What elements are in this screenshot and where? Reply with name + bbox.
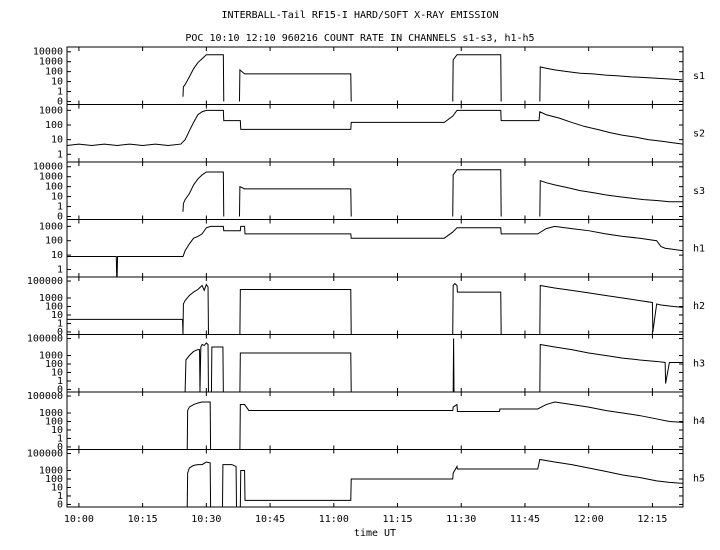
y-tick-label: 100000 (27, 276, 63, 287)
y-tick-label: 10 (51, 135, 63, 146)
y-tick-label: 1 (57, 202, 63, 213)
x-tick-label: 11:30 (446, 514, 476, 525)
y-tick-label: 1000 (39, 105, 63, 116)
panel-label: h5 (693, 473, 705, 484)
y-tick-label: 1000 (39, 466, 63, 477)
y-tick-label: 1000 (39, 57, 63, 68)
y-tick-label: 10 (51, 250, 63, 261)
y-tick-label: 100 (45, 359, 63, 370)
y-tick-label: 0 (57, 327, 63, 338)
trace (67, 225, 684, 278)
y-tick-label: 100 (45, 67, 63, 78)
y-tick-label: 10 (51, 482, 63, 493)
x-tick-label: 12:00 (574, 514, 604, 525)
y-tick-label: 1 (57, 87, 63, 98)
y-tick-label: 10 (51, 192, 63, 203)
panel-label: h3 (693, 358, 705, 369)
y-tick-label: 100000 (27, 334, 63, 345)
y-tick-label: 0 (57, 499, 63, 510)
panel-label: h1 (693, 243, 705, 254)
y-tick-label: 1 (57, 376, 63, 387)
y-tick-label: 10 (51, 425, 63, 436)
y-tick-label: 1000 (39, 408, 63, 419)
trace (186, 401, 684, 450)
trace (182, 54, 683, 102)
y-tick-label: 1 (57, 318, 63, 329)
y-tick-label: 0 (57, 212, 63, 223)
x-tick-label: 11:00 (319, 514, 349, 525)
x-axis-label: time UT (354, 528, 396, 539)
chart-title: INTERBALL-Tail RF15-I HARD/SOFT X-RAY EM… (222, 10, 499, 21)
x-tick-label: 11:15 (382, 514, 412, 525)
y-tick-label: 1000 (39, 293, 63, 304)
y-tick-label: 100 (45, 474, 63, 485)
y-tick-label: 100 (45, 182, 63, 193)
x-tick-label: 10:15 (128, 514, 158, 525)
y-tick-label: 10000 (33, 47, 63, 58)
trace (67, 282, 684, 335)
y-tick-label: 100 (45, 120, 63, 131)
x-tick-label: 11:45 (510, 514, 540, 525)
trace (182, 169, 683, 217)
panel-label: h2 (693, 301, 705, 312)
trace (186, 458, 684, 508)
panel-label: s3 (693, 186, 705, 197)
y-tick-label: 100 (45, 236, 63, 247)
y-tick-label: 10000 (33, 162, 63, 173)
y-tick-label: 1 (57, 433, 63, 444)
y-tick-label: 100000 (27, 391, 63, 402)
y-tick-label: 1000 (39, 221, 63, 232)
panel-frame (66, 449, 684, 508)
x-tick-label: 12:15 (637, 514, 667, 525)
y-tick-label: 10 (51, 310, 63, 321)
y-tick-label: 100 (45, 416, 63, 427)
x-tick-label: 10:45 (255, 514, 285, 525)
panel-label: h4 (693, 416, 705, 427)
y-tick-label: 100 (45, 301, 63, 312)
x-tick-label: 10:30 (191, 514, 221, 525)
y-tick-label: 1 (57, 264, 63, 275)
y-tick-label: 0 (57, 442, 63, 453)
y-tick-label: 10 (51, 77, 63, 88)
x-tick-label: 10:00 (64, 514, 94, 525)
y-tick-label: 0 (57, 384, 63, 395)
chart-subtitle: POC 10:10 12:10 960216 COUNT RATE IN CHA… (185, 33, 534, 44)
y-tick-label: 100000 (27, 449, 63, 460)
panel-label: s1 (693, 71, 705, 82)
y-tick-label: 0 (57, 97, 63, 108)
y-tick-label: 1 (57, 149, 63, 160)
y-tick-label: 1000 (39, 172, 63, 183)
panel-label: s2 (693, 128, 705, 139)
trace (66, 109, 684, 147)
y-tick-label: 1 (57, 491, 63, 502)
y-tick-label: 10 (51, 367, 63, 378)
y-tick-label: 1000 (39, 351, 63, 362)
